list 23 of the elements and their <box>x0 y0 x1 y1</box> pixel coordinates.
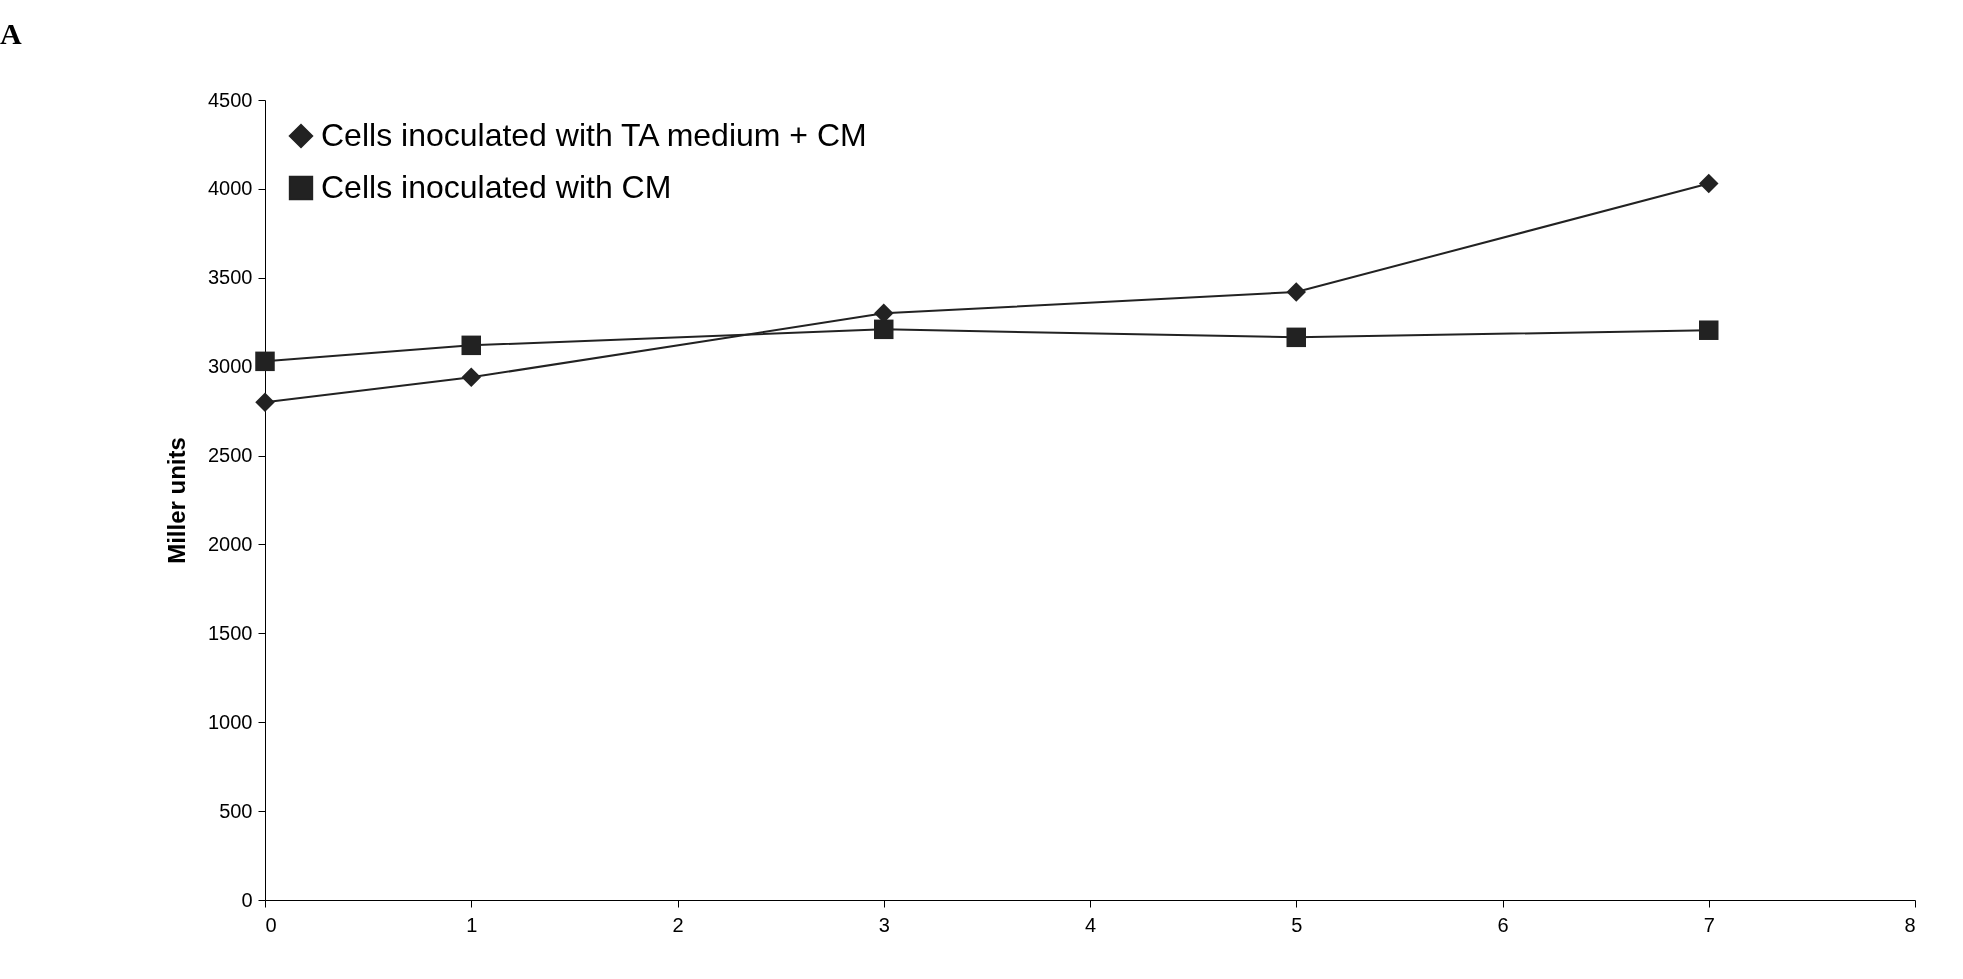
y-axis-title: Miller units <box>163 437 191 564</box>
y-tick-label: 4000 <box>208 177 253 200</box>
y-tick-label: 500 <box>219 799 253 822</box>
text: A <box>0 17 22 50</box>
y-tick-label: 2000 <box>208 532 253 555</box>
x-tick-label: 7 <box>1703 913 1715 936</box>
x-tick-label: 8 <box>1904 913 1916 936</box>
legend-label: Cells inoculated with CM <box>321 169 672 205</box>
x-tick-label: 1 <box>466 913 478 936</box>
y-tick-label: 2500 <box>208 444 253 467</box>
x-tick-label: 0 <box>265 913 277 936</box>
x-tick-label: 4 <box>1084 913 1097 936</box>
y-tick-label: 1500 <box>208 621 253 644</box>
y-tick-label: 1000 <box>208 710 253 733</box>
y-tick-label: 4500 <box>208 88 253 111</box>
legend-label: Cells inoculated with TA medium + CM <box>321 117 867 153</box>
x-tick-label: 3 <box>878 913 890 936</box>
x-tick-label: 6 <box>1497 913 1509 936</box>
y-tick-label: 3500 <box>208 266 253 289</box>
y-tick-label: 0 <box>241 888 253 911</box>
x-tick-label: 2 <box>672 913 684 936</box>
x-tick-label: 5 <box>1291 913 1303 936</box>
y-tick-label: 3000 <box>208 355 253 378</box>
